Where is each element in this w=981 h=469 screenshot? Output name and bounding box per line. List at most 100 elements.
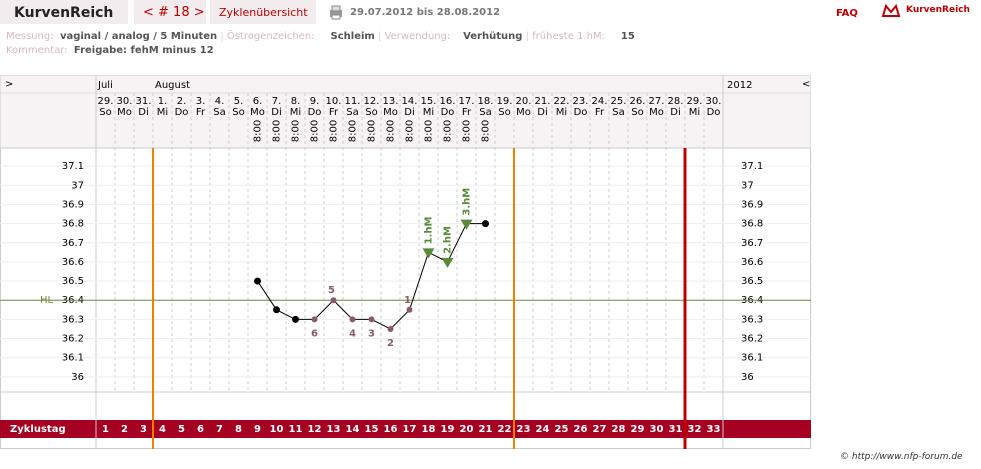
weekday-label: So	[232, 107, 244, 118]
weekday-label: Di	[670, 107, 680, 118]
weekday-label: Sa	[213, 107, 225, 118]
date-label: 4.	[215, 96, 225, 107]
hl-label: HL	[40, 295, 54, 306]
weekday-label: Mo	[516, 107, 531, 118]
date-label: 22.	[554, 96, 570, 107]
y-tick-label: 36.5	[741, 276, 763, 287]
hm-label: 2.hM	[443, 226, 454, 254]
weekday-label: Mi	[423, 107, 434, 118]
y-tick-label: 36.3	[741, 314, 763, 325]
label: Verwendung:	[384, 31, 451, 42]
time-label: 8:00	[367, 120, 378, 142]
date-label: 8.	[291, 96, 301, 107]
weekday-label: Sa	[479, 107, 491, 118]
cycle-day: 5	[178, 424, 185, 435]
time-label: 8:00	[310, 120, 321, 142]
date-label: 1.	[158, 96, 168, 107]
time-label: 8:00	[405, 120, 416, 142]
y-tick-label: 36	[741, 372, 754, 383]
date-label: 20.	[516, 96, 532, 107]
y-tick-label: 37.1	[62, 161, 84, 172]
date-label: 6.	[253, 96, 263, 107]
y-tick-label: 37.1	[741, 161, 763, 172]
date-label: 7.	[272, 96, 282, 107]
logo-icon	[881, 3, 901, 17]
weekday-label: Mi	[689, 107, 700, 118]
faq-link[interactable]: FAQ	[836, 8, 858, 19]
cycle-nav[interactable]: < # 18 >	[143, 5, 205, 20]
date-label: 2.	[177, 96, 187, 107]
weekday-label: Do	[308, 107, 322, 118]
weekday-label: Do	[707, 107, 721, 118]
hm-point	[422, 248, 435, 259]
date-range: 29.07.2012 bis 28.08.2012	[350, 7, 501, 18]
copyright: © http://www.nfp-forum.de	[840, 452, 963, 462]
weekday-label: Di	[537, 107, 547, 118]
weekday-label: Mo	[383, 107, 398, 118]
date-label: 11.	[345, 96, 361, 107]
weekday-label: So	[631, 107, 643, 118]
date-label: 24.	[592, 96, 608, 107]
date-label: 10.	[326, 96, 342, 107]
cycle-day: 12	[308, 424, 322, 435]
cycle-day: 7	[216, 424, 223, 435]
brand-box	[0, 0, 128, 24]
cycle-day: 22	[498, 424, 512, 435]
cycle-day: 27	[593, 424, 607, 435]
cycle-day: 15	[365, 424, 379, 435]
date-label: 28.	[668, 96, 684, 107]
weekday-label: Mo	[117, 107, 132, 118]
time-label: 8:00	[253, 120, 264, 142]
date-label: 12.	[364, 96, 380, 107]
cycle-day: 33	[707, 424, 721, 435]
overview-link[interactable]: Zyklenübersicht	[219, 6, 308, 19]
hm-label: 1.hM	[424, 216, 435, 244]
y-tick-label: 36.6	[62, 257, 84, 268]
hm-point	[441, 257, 454, 268]
date-label: 16.	[440, 96, 456, 107]
brand[interactable]: KurvenReich	[14, 5, 114, 21]
low-label: 5	[328, 285, 335, 296]
y-tick-label: 36	[71, 372, 84, 383]
month-label: August	[155, 80, 190, 91]
y-tick-label: 37	[741, 180, 754, 191]
weekday-label: So	[99, 107, 111, 118]
logo-text[interactable]: KurvenReich	[906, 5, 970, 15]
cycle-day: 11	[289, 424, 303, 435]
weekday-label: Di	[271, 107, 281, 118]
weekday-label: Sa	[612, 107, 624, 118]
cycle-day: 9	[254, 424, 261, 435]
weekday-label: Fr	[595, 107, 605, 118]
weekday-label: Di	[138, 107, 148, 118]
cycle-day: 4	[159, 424, 166, 435]
date-label: 23.	[573, 96, 589, 107]
date-label: 17.	[459, 96, 475, 107]
cycle-day: 31	[669, 424, 683, 435]
cycle-day: 26	[574, 424, 588, 435]
comment-line: Kommentar: Freigabe: fehM minus 12	[6, 45, 214, 56]
y-tick-label: 36.7	[741, 238, 763, 249]
cycle-day: 29	[631, 424, 645, 435]
date-label: 5.	[234, 96, 244, 107]
date-label: 30.	[117, 96, 133, 107]
print-icon[interactable]	[328, 4, 344, 20]
low-label: 2	[387, 338, 394, 349]
hm-label: 3.hM	[462, 188, 473, 216]
low-label: 4	[349, 328, 356, 339]
cycle-day: 30	[650, 424, 664, 435]
temp-point	[273, 306, 280, 314]
label: früheste 1.hM:	[532, 31, 605, 42]
date-label: 21.	[535, 96, 551, 107]
cycle-day: 13	[327, 424, 341, 435]
weekday-label: Mi	[290, 107, 301, 118]
weekday-label: Mi	[157, 107, 168, 118]
temp-point	[482, 220, 489, 228]
weekday-label: Fr	[196, 107, 206, 118]
y-tick-label: 36.9	[62, 199, 84, 210]
y-tick-label: 36.2	[62, 334, 84, 345]
date-label: 31.	[136, 96, 152, 107]
time-label: 8:00	[329, 120, 340, 142]
low-label: 3	[368, 328, 375, 339]
time-label: 8:00	[481, 120, 492, 142]
date-label: 29.	[98, 96, 114, 107]
